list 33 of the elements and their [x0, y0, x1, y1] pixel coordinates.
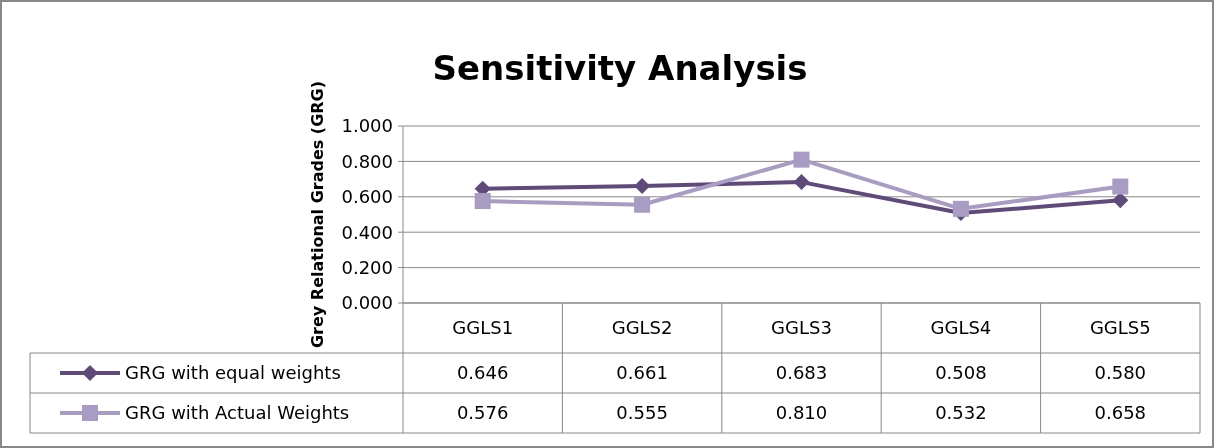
- point: [634, 196, 651, 213]
- point: [793, 151, 810, 168]
- y-tick-label: 1.000: [341, 115, 393, 137]
- data-label: 0.683: [775, 362, 828, 384]
- point: [952, 200, 969, 217]
- data-label: 0.555: [616, 402, 668, 424]
- y-axis-title: Grey Relational Grades (GRG): [308, 80, 327, 349]
- data-label: 0.508: [935, 362, 987, 384]
- y-tick-label: 0.800: [341, 150, 393, 172]
- x-tick-label: GGLS3: [771, 317, 832, 339]
- point: [1112, 192, 1129, 209]
- y-tick-label: 0.000: [341, 292, 393, 314]
- point: [1112, 178, 1129, 195]
- x-tick-label: GGLS1: [452, 317, 514, 339]
- x-tick-label: GGLS2: [611, 317, 673, 339]
- x-tick-label: GGLS5: [1089, 317, 1151, 339]
- legend-label: GRG with equal weights: [125, 362, 341, 384]
- data-label: 0.810: [775, 402, 828, 424]
- data-label: 0.532: [935, 402, 987, 424]
- legend-label: GRG with Actual Weights: [125, 402, 350, 424]
- point: [793, 174, 810, 191]
- data-label: 0.661: [616, 362, 668, 384]
- y-tick-label: 0.200: [341, 256, 393, 278]
- point: [474, 193, 491, 210]
- x-tick-label: GGLS4: [930, 317, 992, 339]
- chart-title: Sensitivity Analysis: [432, 48, 808, 88]
- data-label: 0.576: [456, 402, 509, 424]
- data-label: 0.646: [456, 362, 509, 384]
- data-label: 0.580: [1094, 362, 1147, 384]
- y-tick-label: 0.600: [341, 186, 393, 208]
- y-tick-label: 0.400: [341, 221, 393, 243]
- point: [634, 178, 651, 194]
- data-label: 0.658: [1094, 402, 1147, 424]
